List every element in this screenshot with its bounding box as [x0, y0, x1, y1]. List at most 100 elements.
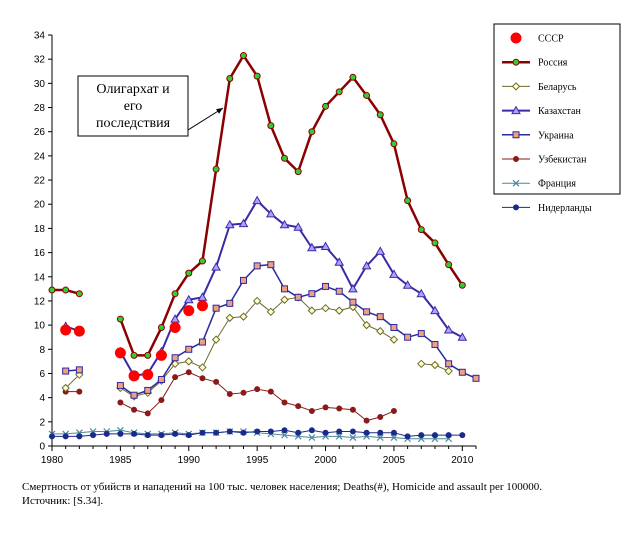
series-4-point	[253, 262, 261, 270]
series-1-point	[335, 88, 343, 96]
series-4-point	[212, 304, 220, 312]
series-5-point	[267, 388, 274, 395]
series-2-point	[280, 295, 289, 304]
series-3-line	[119, 199, 463, 377]
series-1-point	[363, 91, 371, 99]
series-1-point	[171, 290, 179, 298]
series-1-point	[349, 73, 357, 81]
series-6-point	[281, 431, 288, 439]
series-1-point	[294, 168, 302, 176]
y-tick-label: 26	[34, 127, 46, 138]
y-tick-label: 22	[34, 176, 46, 187]
series-6-point	[376, 434, 384, 441]
legend-label: Украина	[538, 130, 574, 141]
series-1-point	[376, 111, 384, 119]
series-2-point	[225, 313, 235, 323]
series-1-point	[445, 261, 453, 269]
legend-label: Казахстан	[538, 106, 581, 117]
series-7-point	[185, 432, 192, 439]
series-1-point	[308, 128, 316, 136]
series-2-point	[417, 359, 426, 369]
series-1-point	[431, 239, 439, 247]
series-0-point	[169, 322, 181, 334]
series-1-line	[119, 54, 464, 357]
series-0	[60, 300, 208, 382]
series-7-point	[199, 429, 206, 436]
series-3-point	[238, 218, 249, 228]
series-3-point	[389, 269, 399, 278]
series-layer	[48, 52, 480, 443]
series-3-point	[211, 262, 221, 271]
series-4-point	[239, 276, 247, 284]
series-3-point	[416, 288, 427, 298]
legend-item: Нидерланды	[502, 203, 592, 214]
series-2-point	[211, 335, 221, 344]
legend-item: СССР	[510, 32, 564, 45]
x-tick-label: 1995	[246, 455, 269, 466]
legend-label: Нидерланды	[538, 203, 592, 214]
y-tick-label: 2	[39, 417, 45, 428]
series-1-point	[198, 257, 206, 265]
series-0-point	[196, 300, 208, 312]
series-2-point	[362, 320, 371, 330]
series-7-point	[213, 429, 220, 436]
y-tick-label: 14	[34, 272, 46, 283]
series-5	[62, 369, 397, 424]
series-5-point	[336, 405, 343, 412]
series-7-point	[390, 429, 397, 436]
series-4-point	[417, 330, 425, 338]
y-tick-label: 30	[34, 79, 46, 90]
series-7-point	[226, 428, 233, 435]
series-4-point	[294, 293, 302, 301]
y-tick-label: 12	[34, 296, 46, 307]
legend-marker	[513, 156, 519, 162]
series-6-point	[390, 434, 398, 441]
y-tick-label: 24	[34, 151, 46, 162]
series-0-point	[114, 347, 126, 359]
series-4-point	[404, 333, 412, 341]
series-5-point	[308, 407, 315, 414]
series-7	[49, 427, 466, 440]
series-5-point	[281, 399, 288, 406]
series-3-point	[402, 280, 413, 289]
legend-marker	[512, 58, 520, 66]
series-6-line	[52, 429, 449, 440]
series-3-point	[183, 294, 194, 304]
series-1-point	[130, 351, 138, 359]
series-3-point	[443, 324, 454, 334]
series-6-point	[335, 432, 343, 440]
y-tick-label: 8	[39, 345, 45, 356]
series-2-point	[307, 306, 317, 315]
annotation-arrowhead	[216, 108, 223, 114]
legend-item: Казахстан	[502, 105, 581, 117]
legend-marker	[513, 204, 519, 211]
series-7-point	[418, 432, 425, 439]
series-5-point	[240, 389, 247, 396]
series-4-point	[445, 360, 453, 368]
legend-item: Беларусь	[502, 82, 577, 93]
y-tick-label: 32	[34, 55, 46, 66]
x-tick-label: 2000	[314, 455, 337, 466]
series-3-point	[348, 283, 358, 293]
series-1-point	[253, 72, 261, 80]
series-3-point	[265, 208, 276, 218]
legend-item: Украина	[502, 130, 574, 141]
series-7-point	[90, 432, 97, 439]
series-4-point	[267, 261, 275, 269]
series-0-point	[128, 370, 140, 382]
series-2-point	[61, 383, 70, 393]
series-5-point	[390, 407, 397, 414]
x-stroke	[512, 179, 520, 187]
series-3-point	[279, 219, 290, 229]
series-5-point	[131, 406, 138, 413]
series-2-point	[184, 357, 193, 366]
series-4-point	[281, 285, 289, 293]
series-7-point	[76, 433, 83, 440]
x-tick-label: 1985	[109, 455, 132, 466]
legend-marker	[510, 32, 522, 44]
series-1-point	[267, 122, 275, 130]
legend-marker	[511, 105, 521, 115]
series-1-point	[212, 165, 220, 173]
series-1-point	[390, 140, 398, 148]
annotation-text: его	[124, 99, 143, 114]
